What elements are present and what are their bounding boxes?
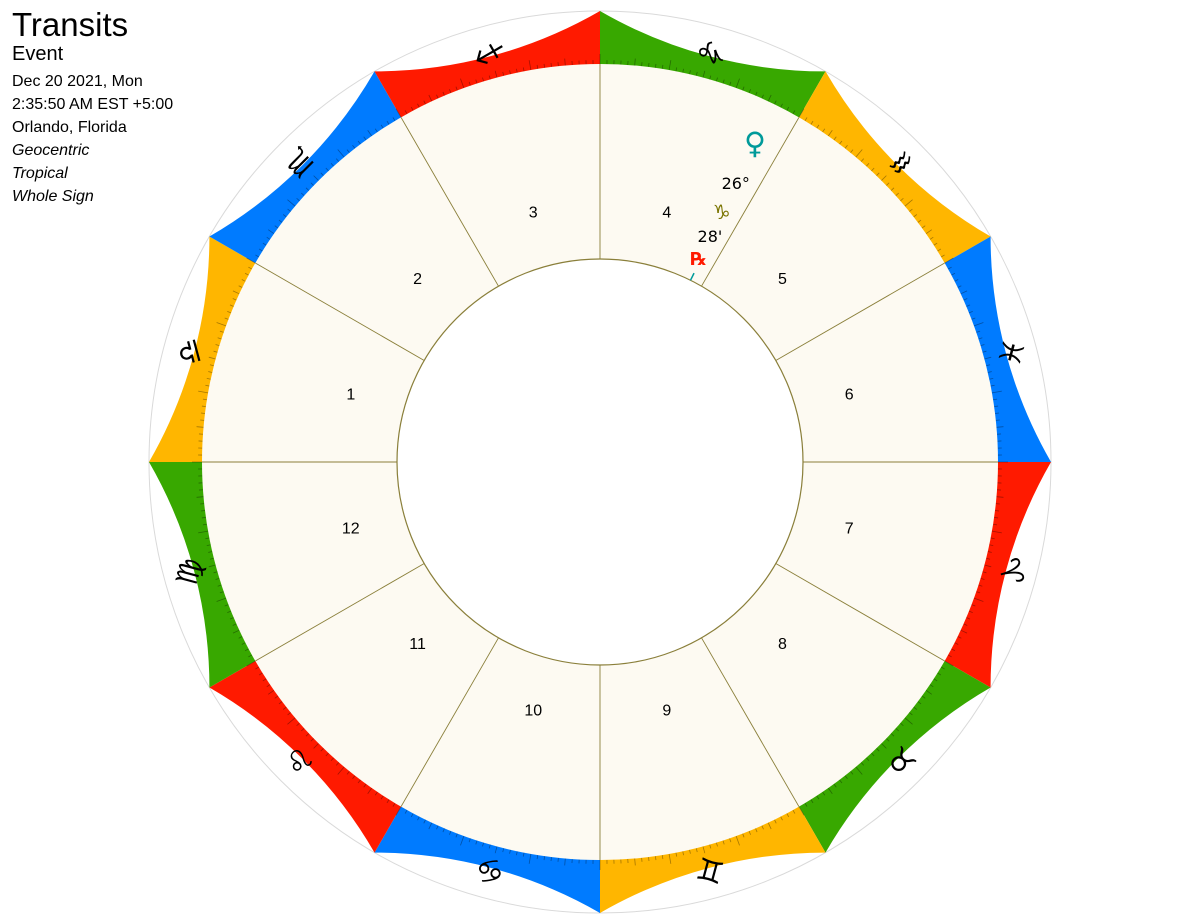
chart-title: Transits: [12, 6, 129, 43]
venus-icon[interactable]: ♀: [744, 126, 766, 161]
chart-date: Dec 20 2021, Mon: [12, 73, 143, 90]
house-cusp-line: [701, 637, 800, 807]
planet-position-tick: [689, 272, 695, 281]
retrograde-icon: ℞: [690, 249, 706, 270]
planet-degree-label: 26°: [722, 174, 750, 193]
chart-house-system: Whole Sign: [12, 188, 94, 205]
chart-location: Orlando, Florida: [12, 119, 127, 136]
house-wheel: [202, 64, 998, 860]
chart-perspective: Geocentric: [12, 142, 90, 159]
degree-ticks: [148, 10, 1052, 914]
house-label-10: 10: [524, 703, 542, 720]
house-label-5: 5: [778, 271, 787, 288]
house-label-7: 7: [845, 520, 854, 537]
chart-info-panel: Transits Event Dec 20 2021, Mon 2:35:50 …: [12, 8, 173, 208]
chart-subtitle: Event: [12, 43, 64, 65]
sign-sector-taurus: [799, 661, 991, 853]
house-cusp-line: [400, 637, 499, 807]
house-label-3: 3: [529, 204, 538, 221]
capricorn-icon: ♑: [713, 200, 731, 224]
house-label-8: 8: [778, 636, 787, 653]
house-label-2: 2: [413, 271, 422, 288]
chart-time: 2:35:50 AM EST +5:00: [12, 96, 174, 113]
house-cusp-line: [701, 117, 800, 287]
house-cusp-line: [400, 117, 499, 287]
inner-circle: [396, 258, 804, 666]
planet-venus-group[interactable]: ♀ 26° ♑ 28' ℞: [689, 126, 766, 281]
house-cusp-line: [775, 563, 945, 662]
house-label-6: 6: [845, 387, 854, 404]
house-label-1: 1: [346, 387, 355, 404]
house-label-4: 4: [662, 204, 671, 221]
chart-zodiac: Tropical: [12, 165, 68, 182]
sign-sector-leo: [209, 661, 401, 853]
sign-sector-scorpio: [209, 71, 401, 263]
house-label-11: 11: [409, 636, 426, 653]
planet-minute-label: 28': [698, 227, 723, 246]
house-label-9: 9: [662, 703, 671, 720]
house-cusp-line: [775, 262, 945, 361]
house-cusp-line: [255, 262, 425, 361]
house-label-12: 12: [342, 520, 360, 537]
sign-sector-aquarius: [799, 71, 991, 263]
house-cusp-line: [255, 563, 425, 662]
